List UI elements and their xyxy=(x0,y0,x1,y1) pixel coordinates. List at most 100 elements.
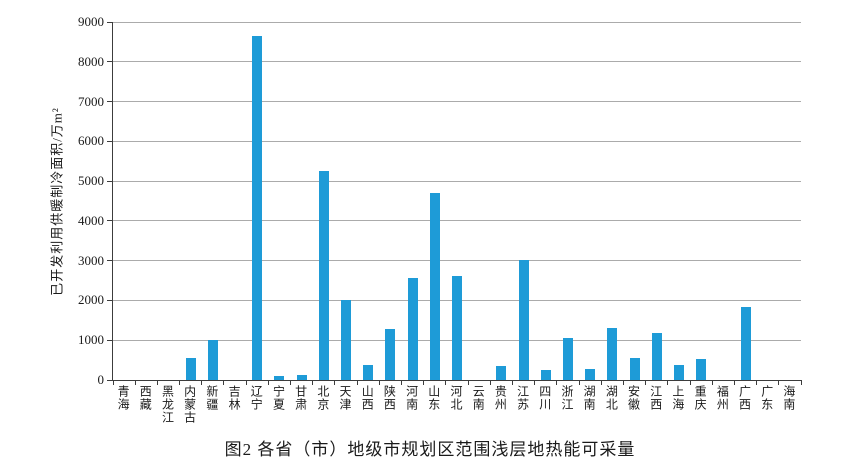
y-tick-label: 2000 xyxy=(78,292,104,308)
x-tick-label: 安徽 xyxy=(626,385,641,411)
figure-caption: 图2 各省（市）地级市规划区范围浅层地热能可采量 xyxy=(224,440,636,459)
x-tick-label: 河北 xyxy=(449,385,463,411)
x-axis-tick xyxy=(489,380,491,385)
x-tick-label: 辽宁 xyxy=(249,385,264,411)
x-tick-label: 内蒙古 xyxy=(182,385,197,424)
bar xyxy=(296,374,307,380)
x-tick-label: 宁夏 xyxy=(271,385,286,411)
x-axis-tick xyxy=(445,380,447,385)
gridline xyxy=(113,61,801,63)
bar xyxy=(185,358,196,380)
bar xyxy=(496,366,507,380)
y-axis-tick xyxy=(107,101,113,103)
x-tick-label: 广东 xyxy=(759,385,774,411)
x-tick-label: 江西 xyxy=(648,385,663,411)
bar xyxy=(540,370,551,380)
bar xyxy=(207,340,218,380)
x-tick-label: 北京 xyxy=(315,385,330,411)
gridline xyxy=(113,21,801,23)
x-tick-label: 上海 xyxy=(670,385,685,411)
x-axis-tick xyxy=(689,380,691,385)
y-tick-label: 3000 xyxy=(78,252,104,268)
bar xyxy=(629,358,640,380)
x-tick-label: 海南 xyxy=(781,385,796,411)
x-axis-tick xyxy=(511,380,513,385)
x-axis-tick xyxy=(312,380,314,385)
bar xyxy=(407,278,418,380)
bar xyxy=(607,327,618,380)
y-tick-label: 5000 xyxy=(78,173,104,189)
bar xyxy=(740,306,751,380)
bar xyxy=(585,368,596,380)
y-axis-tick xyxy=(107,21,113,23)
x-tick-label: 山东 xyxy=(426,385,441,411)
bar xyxy=(452,275,462,380)
x-tick-label: 云南 xyxy=(471,385,486,411)
x-axis-tick xyxy=(645,380,647,385)
x-axis-tick xyxy=(290,380,292,385)
x-tick-label: 甘肃 xyxy=(293,385,308,411)
x-tick-label: 江苏 xyxy=(515,385,530,411)
x-axis-tick xyxy=(134,380,136,385)
x-tick-label: 湖南 xyxy=(582,385,597,411)
x-axis-tick xyxy=(334,380,336,385)
gridline xyxy=(113,180,801,182)
x-axis-category-labels: 青海 西藏 黑龙江 内蒙古 新疆 吉林 辽宁 宁夏 甘肃 北京 天津 山西 陕西 河南 山东 河北 云南 贵州 江苏… xyxy=(112,385,800,433)
x-tick-label: 山西 xyxy=(360,385,375,411)
x-tick-label: 湖北 xyxy=(604,385,619,411)
y-axis-tick xyxy=(107,260,113,262)
x-tick-label: 浙江 xyxy=(559,385,574,411)
bar xyxy=(518,259,529,380)
x-axis-tick xyxy=(622,380,624,385)
x-axis-tick xyxy=(156,380,158,385)
gridline xyxy=(113,101,801,103)
x-tick-label: 福州 xyxy=(715,385,730,411)
y-tick-label: 1000 xyxy=(78,332,104,348)
bar xyxy=(673,365,684,380)
x-axis-tick xyxy=(778,380,780,385)
x-axis-tick xyxy=(267,380,269,385)
x-axis-tick xyxy=(223,380,225,385)
bar-chart-plot-area xyxy=(107,21,802,385)
x-axis-tick xyxy=(112,380,114,385)
bar xyxy=(318,171,329,380)
x-tick-label: 吉林 xyxy=(227,385,242,411)
y-axis-tick xyxy=(107,379,113,381)
x-axis-tick xyxy=(600,380,602,385)
x-axis-tick xyxy=(179,380,181,385)
x-tick-label: 四川 xyxy=(537,385,552,411)
x-axis-tick xyxy=(467,380,469,385)
x-axis-tick xyxy=(356,380,358,385)
gridline xyxy=(113,260,801,262)
bar xyxy=(274,376,285,380)
y-axis-tick xyxy=(107,220,113,222)
y-tick-label: 6000 xyxy=(78,133,104,149)
x-axis-tick xyxy=(423,380,425,385)
gridline xyxy=(113,140,801,142)
x-axis-tick xyxy=(578,380,580,385)
x-tick-label: 陕西 xyxy=(382,385,397,411)
x-tick-label: 新疆 xyxy=(204,385,219,411)
x-tick-label: 贵州 xyxy=(493,385,508,411)
x-axis-tick xyxy=(667,380,669,385)
x-axis-tick xyxy=(378,380,380,385)
bar xyxy=(252,35,263,380)
x-tick-label: 天津 xyxy=(338,385,353,411)
x-tick-label: 河南 xyxy=(404,385,419,411)
x-axis-tick xyxy=(556,380,558,385)
bar xyxy=(696,359,707,380)
x-axis-tick xyxy=(401,380,403,385)
x-axis-tick xyxy=(245,380,247,385)
y-axis-tick xyxy=(107,339,113,341)
y-tick-label: 4000 xyxy=(78,212,104,228)
y-tick-label: 9000 xyxy=(78,14,104,29)
gridline xyxy=(113,220,801,222)
bar xyxy=(562,338,573,380)
y-axis-tick xyxy=(107,140,113,142)
y-axis-tick xyxy=(107,180,113,182)
bar xyxy=(341,299,352,380)
x-axis-tick xyxy=(201,380,203,385)
x-axis-tick xyxy=(711,380,713,385)
y-axis-tick xyxy=(107,61,113,63)
